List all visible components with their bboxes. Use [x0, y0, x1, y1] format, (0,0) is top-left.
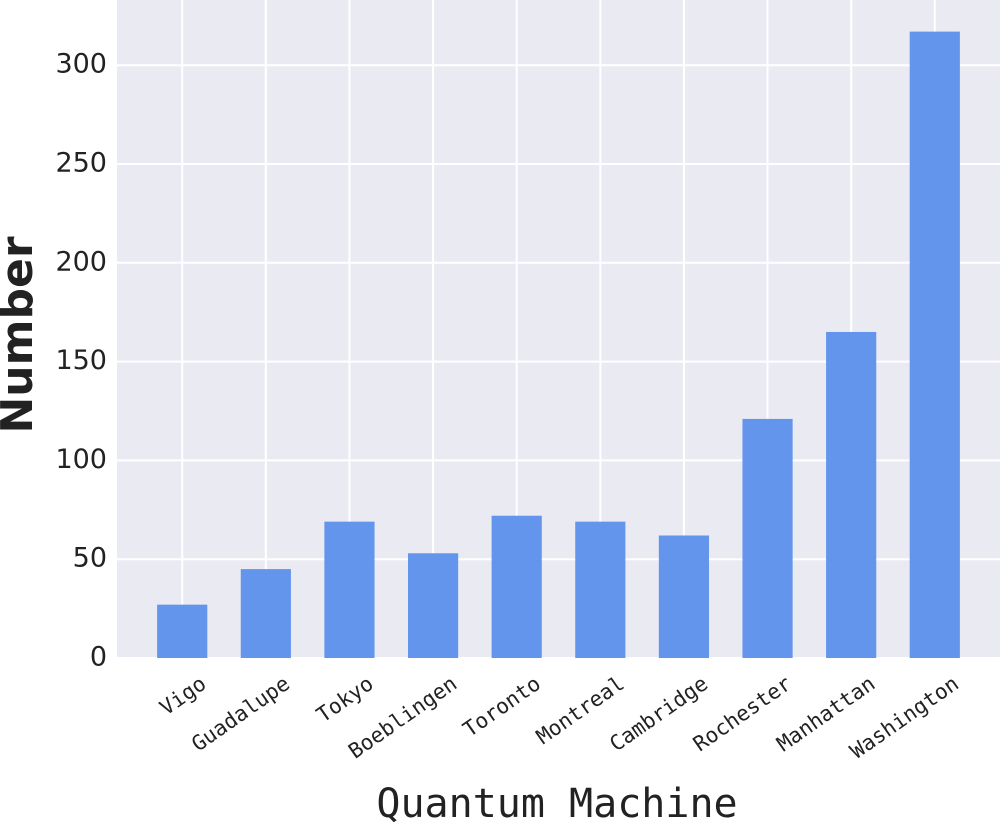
y-tick-label: 200: [55, 246, 107, 277]
bar: [909, 31, 960, 659]
x-tick-label: Toronto: [459, 671, 545, 741]
y-tick-label: 150: [55, 345, 107, 376]
x-tick-label: Vigo: [155, 671, 210, 720]
y-tick-label: 250: [55, 148, 107, 179]
x-axis-label: Quantum Machine: [376, 781, 737, 827]
y-tick-label: 100: [55, 444, 107, 475]
bar: [658, 535, 710, 658]
y-tick-label: 300: [55, 49, 107, 80]
bar: [407, 553, 459, 658]
bar: [240, 569, 291, 658]
bar: [491, 515, 542, 658]
bar: [157, 604, 208, 658]
x-tick-label: Tokyo: [312, 671, 378, 727]
y-tick-label: 0: [90, 642, 107, 673]
y-tick-label: 50: [73, 543, 107, 574]
bar: [575, 521, 626, 658]
bar: [324, 521, 375, 658]
bar: [742, 418, 793, 658]
bar: [826, 331, 877, 658]
y-axis-label: Number: [0, 236, 43, 433]
